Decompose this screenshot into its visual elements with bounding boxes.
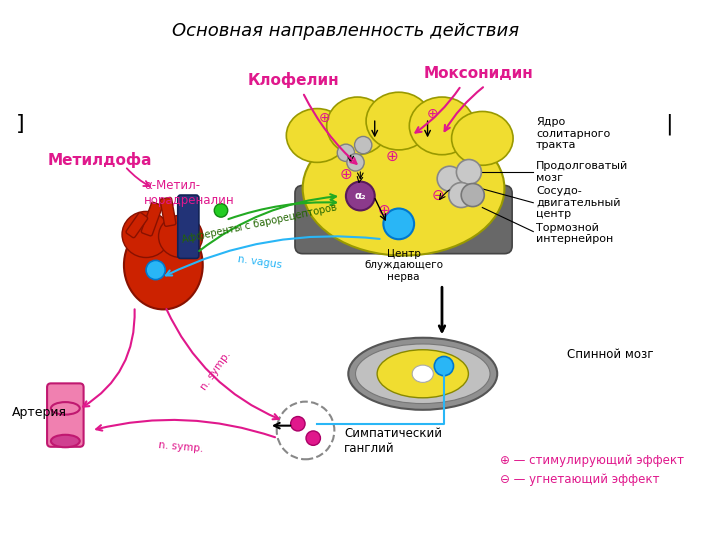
Text: Центр
блуждающего
нерва: Центр блуждающего нерва	[364, 249, 443, 282]
Ellipse shape	[377, 350, 469, 398]
Ellipse shape	[124, 221, 203, 309]
Circle shape	[354, 137, 372, 154]
Text: ⊖ — угнетающий эффект: ⊖ — угнетающий эффект	[500, 473, 659, 486]
Circle shape	[449, 183, 474, 207]
FancyBboxPatch shape	[161, 198, 176, 226]
FancyBboxPatch shape	[126, 213, 148, 238]
Text: Симпатический
ганглий: Симпатический ганглий	[344, 427, 442, 455]
Ellipse shape	[412, 365, 433, 382]
Ellipse shape	[366, 92, 431, 150]
Circle shape	[462, 184, 485, 207]
Circle shape	[291, 416, 305, 431]
Text: α₂: α₂	[354, 191, 366, 201]
Text: Основная направленность действия: Основная направленность действия	[172, 22, 519, 40]
Text: |: |	[665, 113, 672, 134]
FancyBboxPatch shape	[47, 383, 84, 447]
Text: ⊕: ⊕	[319, 111, 330, 125]
Ellipse shape	[327, 97, 388, 154]
Text: ⊕: ⊕	[386, 149, 398, 164]
Text: Моксонидин: Моксонидин	[423, 65, 534, 80]
Circle shape	[347, 154, 364, 171]
Text: Артерия: Артерия	[12, 406, 66, 419]
Text: Сосудо-
двигательный
центр: Сосудо- двигательный центр	[536, 186, 621, 219]
Circle shape	[276, 402, 334, 460]
Text: n. symp.: n. symp.	[199, 349, 233, 392]
Text: ⊕: ⊕	[426, 107, 438, 122]
Text: ⊖: ⊖	[432, 187, 444, 202]
Ellipse shape	[51, 435, 80, 447]
Circle shape	[383, 208, 414, 239]
Text: Спинной мозг: Спинной мозг	[567, 348, 653, 361]
Text: ⊕: ⊕	[378, 203, 391, 218]
Ellipse shape	[451, 111, 513, 165]
Text: Тормозной
интернейрон: Тормозной интернейрон	[536, 222, 613, 244]
Text: ⊕ — стимулирующий эффект: ⊕ — стимулирующий эффект	[500, 454, 683, 467]
Ellipse shape	[158, 215, 203, 258]
Ellipse shape	[122, 211, 170, 258]
Circle shape	[215, 204, 228, 217]
Text: ]: ]	[15, 114, 24, 134]
Ellipse shape	[287, 109, 348, 163]
Ellipse shape	[356, 344, 490, 403]
Text: Метилдофа: Метилдофа	[48, 152, 153, 167]
FancyBboxPatch shape	[295, 185, 512, 254]
Circle shape	[146, 260, 166, 280]
Text: ⊕: ⊕	[340, 166, 352, 181]
Circle shape	[337, 144, 354, 161]
FancyBboxPatch shape	[141, 202, 162, 236]
Text: n. symp.: n. symp.	[158, 440, 204, 454]
Text: Ядро
солитарного
тракта: Ядро солитарного тракта	[536, 117, 611, 150]
Ellipse shape	[348, 338, 498, 410]
FancyBboxPatch shape	[178, 195, 199, 259]
Circle shape	[434, 356, 454, 376]
Text: Клофелин: Клофелин	[247, 72, 339, 88]
Circle shape	[346, 181, 374, 211]
Text: α-Метил-
норадреналин: α-Метил- норадреналин	[144, 179, 235, 207]
Ellipse shape	[51, 402, 80, 415]
Ellipse shape	[302, 121, 505, 255]
Text: Афференты с барорецепторов: Афференты с барорецепторов	[181, 202, 338, 245]
Circle shape	[437, 166, 462, 191]
Text: n. vagus: n. vagus	[237, 254, 282, 271]
Text: Продолговатый
мозг: Продолговатый мозг	[536, 161, 629, 183]
Circle shape	[306, 431, 320, 445]
Ellipse shape	[409, 97, 474, 154]
Circle shape	[456, 159, 482, 185]
